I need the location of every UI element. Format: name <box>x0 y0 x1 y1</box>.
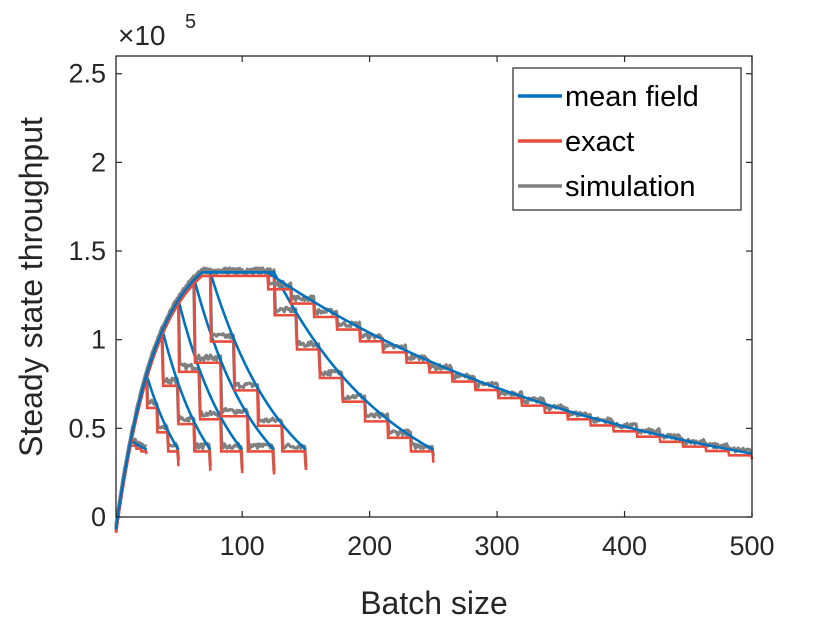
legend-label-mean-field: mean field <box>565 81 699 113</box>
y-axis-title: Steady state throughput <box>13 117 49 457</box>
y-tick-label: 1 <box>91 325 106 355</box>
curves-layer <box>114 266 754 533</box>
x-tick-label: 400 <box>602 531 647 561</box>
y-tick-label: 2 <box>91 147 106 177</box>
y-tick-label: 2.5 <box>68 59 106 89</box>
x-tick-label: 500 <box>729 531 774 561</box>
legend-box <box>512 67 742 211</box>
legend-label-exact: exact <box>565 126 634 158</box>
x-axis-title: Batch size <box>360 585 508 621</box>
legend-label-simulation: simulation <box>565 171 696 203</box>
y-tick-label: 1.5 <box>68 236 106 266</box>
y-tick-label: 0.5 <box>68 413 106 443</box>
y-tick-label: 0 <box>91 502 106 532</box>
y-multiplier-exp: 5 <box>185 11 196 33</box>
axes-box <box>115 55 753 518</box>
x-tick-label: 100 <box>220 531 265 561</box>
legend: mean field exact simulation <box>512 67 742 211</box>
curve-N500-mean-field-line <box>114 271 753 530</box>
x-tick-label: 200 <box>347 531 392 561</box>
ticks-layer: 100 200 300 400 500 0 0.5 1 1.5 2 2.5 <box>68 56 775 561</box>
y-multiplier-base: ×10 <box>118 20 166 51</box>
x-tick-label: 300 <box>475 531 520 561</box>
axes-layer <box>115 55 753 518</box>
curve-N500-exact-line <box>114 274 754 533</box>
curve-N500 <box>114 266 754 533</box>
